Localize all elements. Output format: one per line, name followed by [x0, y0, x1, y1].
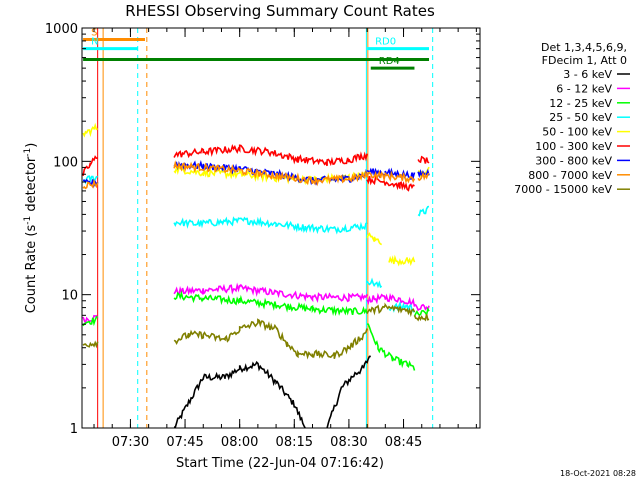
legend-header-line: Det 1,3,4,5,6,9, [541, 41, 627, 54]
legend-entry-label: 100 - 300 keV [535, 140, 612, 153]
series-trace [366, 292, 416, 308]
x-axis-label: Start Time (22-Jun-04 07:16:42) [176, 456, 384, 471]
series-trace [366, 302, 416, 318]
series-12-25-kev [82, 290, 430, 371]
y-axis-label-part: ) [24, 143, 39, 148]
y-tick-label: 100 [53, 155, 78, 170]
y-axis-label-part: detector [24, 156, 39, 216]
plot-area: SN RD0 RD4 [81, 27, 481, 429]
legend-entry-label: 3 - 6 keV [563, 68, 612, 81]
y-tick-label: 1 [70, 422, 78, 437]
y-axis-label: Count Rate (s-1 detector-1) [23, 143, 39, 314]
legend-header-line: FDecim 1, Att 0 [542, 54, 627, 67]
series-trace [173, 318, 368, 360]
series-7000-15000-kev [82, 302, 430, 360]
series-trace [417, 168, 430, 180]
state-bar-label: S [91, 27, 97, 38]
series-trace [173, 160, 368, 187]
series-trace [366, 323, 416, 371]
series-trace [388, 254, 416, 267]
series-100-300-kev [82, 144, 430, 192]
series-trace [82, 178, 99, 190]
state-bar-label: RD4 [379, 56, 400, 67]
y-axis-label-superscript: -1 [23, 216, 33, 225]
x-tick-label: 07:45 [166, 435, 203, 450]
legend-entry-label: 12 - 25 keV [549, 97, 612, 110]
legend-entry-label: 300 - 800 keV [535, 154, 612, 167]
x-tick-label: 08:00 [221, 435, 258, 450]
legend: Det 1,3,4,5,6,9, FDecim 1, Att 0 3 - 6 k… [514, 41, 630, 196]
y-axis-label-superscript: -1 [23, 148, 33, 157]
series-800-7000-kev [82, 160, 430, 190]
series-trace [82, 340, 99, 349]
series-trace [366, 277, 383, 289]
chart-title: RHESSI Observing Summary Count Rates [125, 2, 435, 20]
x-tick-label: 08:45 [385, 435, 422, 450]
series-trace [417, 171, 430, 182]
series-50-100-kev [82, 122, 430, 267]
series-trace [366, 232, 383, 246]
series-25-50-kev [82, 175, 430, 313]
state-bars: SN RD0 RD4 [83, 27, 430, 70]
series-trace [173, 360, 306, 429]
series-3-6-kev [173, 355, 371, 429]
state-bar-label: N [91, 37, 98, 48]
y-axis: 1 10 100 1000 [45, 22, 480, 437]
plot-frame [81, 27, 481, 429]
legend-entry-label: 7000 - 15000 keV [514, 183, 612, 196]
series-6-12-kev [82, 282, 430, 325]
series-layer [82, 122, 430, 429]
series-trace [366, 176, 415, 192]
y-axis-label-part: Count Rate (s [24, 225, 39, 314]
state-bar-label: RD0 [375, 37, 396, 48]
series-trace [173, 144, 368, 167]
series-trace [413, 314, 430, 322]
legend-entry-label: 50 - 100 keV [542, 126, 612, 139]
vertical-markers [97, 28, 434, 428]
series-trace [173, 290, 368, 317]
y-tick-label: 10 [61, 289, 78, 304]
series-trace [82, 122, 99, 138]
y-tick-label: 1000 [45, 22, 78, 37]
legend-entry-label: 6 - 12 keV [556, 82, 612, 95]
x-tick-label: 07:30 [112, 435, 149, 450]
series-trace [417, 155, 430, 164]
series-trace [417, 205, 430, 217]
x-axis: 07:30 07:45 08:00 08:15 08:30 08:45 [93, 28, 477, 450]
series-trace [173, 216, 368, 235]
series-trace [366, 170, 416, 184]
series-trace [82, 315, 99, 327]
series-trace [326, 355, 371, 429]
series-trace [173, 282, 368, 304]
x-tick-label: 08:30 [330, 435, 367, 450]
legend-entry-label: 800 - 7000 keV [528, 169, 612, 182]
timestamp: 18-Oct-2021 08:28 [560, 469, 636, 478]
series-trace [82, 155, 98, 176]
x-tick-label: 08:15 [276, 435, 313, 450]
legend-entry-label: 25 - 50 keV [549, 111, 612, 124]
series-trace [414, 303, 430, 312]
series-trace [173, 160, 368, 186]
